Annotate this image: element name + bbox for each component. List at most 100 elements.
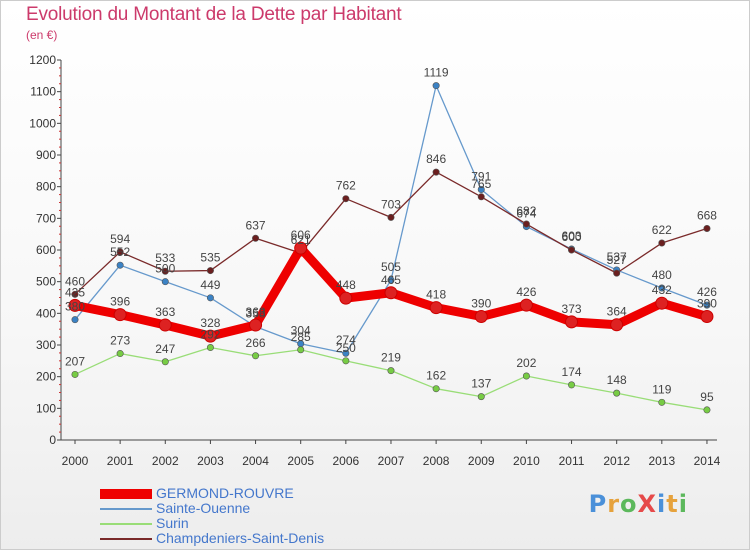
data-point bbox=[384, 286, 398, 300]
y-minor-tick bbox=[59, 99, 61, 101]
y-tick-label: 0 bbox=[49, 433, 56, 447]
data-point bbox=[387, 367, 395, 375]
y-minor-tick bbox=[59, 209, 61, 211]
data-point bbox=[161, 267, 169, 275]
logo-letter: t bbox=[666, 490, 679, 518]
data-point bbox=[161, 358, 169, 366]
y-minor-tick bbox=[59, 320, 61, 322]
x-tick-label: 2008 bbox=[423, 454, 450, 468]
y-minor-tick bbox=[59, 368, 61, 370]
data-label: 703 bbox=[381, 197, 401, 211]
data-label: 396 bbox=[110, 295, 130, 309]
legend-label: Champdeniers-Saint-Denis bbox=[156, 530, 325, 546]
y-minor-tick bbox=[59, 257, 61, 259]
data-point bbox=[519, 298, 533, 312]
data-point bbox=[474, 310, 488, 323]
y-minor-tick bbox=[59, 75, 61, 77]
data-label: 846 bbox=[426, 152, 446, 166]
data-point bbox=[613, 389, 621, 397]
data-label: 119 bbox=[652, 382, 671, 396]
data-label: 622 bbox=[652, 223, 672, 237]
data-label: 600 bbox=[562, 230, 582, 244]
y-minor-tick bbox=[59, 130, 61, 132]
data-point bbox=[387, 213, 395, 221]
y-minor-tick bbox=[59, 233, 61, 235]
data-label: 500 bbox=[155, 262, 175, 276]
data-point bbox=[116, 261, 124, 269]
x-tick-label: 2004 bbox=[242, 454, 269, 468]
data-label: 247 bbox=[155, 342, 175, 356]
x-tick-label: 2000 bbox=[62, 454, 89, 468]
y-minor-tick bbox=[59, 384, 61, 386]
data-point bbox=[252, 352, 260, 360]
data-label: 273 bbox=[110, 334, 130, 348]
y-tick-label: 700 bbox=[36, 211, 56, 225]
data-label: 460 bbox=[65, 274, 85, 288]
y-tick-label: 800 bbox=[36, 180, 56, 194]
data-label: 533 bbox=[155, 251, 175, 265]
x-tick-label: 2011 bbox=[559, 454, 585, 468]
y-minor-tick bbox=[59, 423, 61, 425]
data-point bbox=[703, 406, 711, 414]
y-tick-label: 200 bbox=[36, 370, 56, 384]
data-point bbox=[658, 398, 666, 406]
logo-letter: P bbox=[588, 490, 608, 518]
y-minor-tick bbox=[59, 399, 61, 401]
data-point bbox=[116, 350, 124, 358]
data-point bbox=[477, 393, 485, 401]
data-label: 148 bbox=[607, 373, 627, 387]
x-tick-label: 2014 bbox=[694, 454, 721, 468]
data-label: 137 bbox=[471, 377, 491, 391]
data-label: 390 bbox=[697, 297, 717, 311]
data-label: 358 bbox=[246, 307, 266, 321]
data-point bbox=[68, 298, 82, 312]
data-label: 448 bbox=[336, 278, 356, 292]
data-point bbox=[206, 294, 214, 302]
data-label: 250 bbox=[336, 341, 356, 355]
y-tick-label: 100 bbox=[36, 401, 56, 415]
data-point bbox=[342, 357, 350, 365]
y-minor-tick bbox=[59, 297, 61, 298]
data-point bbox=[432, 168, 440, 176]
data-point bbox=[658, 239, 666, 247]
x-tick-label: 2010 bbox=[513, 454, 540, 468]
y-tick-label: 300 bbox=[36, 338, 56, 352]
data-label: 762 bbox=[336, 179, 356, 193]
data-point bbox=[158, 318, 172, 332]
logo-letter: r bbox=[607, 490, 621, 518]
logo-letter: o bbox=[620, 490, 638, 518]
data-point bbox=[339, 291, 353, 305]
x-tick-label: 2001 bbox=[107, 454, 134, 468]
y-tick-label: 1000 bbox=[29, 116, 56, 130]
data-point bbox=[203, 329, 217, 343]
y-minor-tick bbox=[59, 178, 61, 180]
x-tick-label: 2009 bbox=[468, 454, 495, 468]
y-minor-tick bbox=[59, 170, 61, 172]
logo-letter: i bbox=[657, 490, 667, 518]
x-tick-label: 2007 bbox=[378, 454, 405, 468]
y-minor-tick bbox=[59, 162, 61, 164]
data-point bbox=[387, 276, 395, 284]
y-minor-tick bbox=[59, 360, 61, 362]
data-label: 202 bbox=[516, 356, 536, 370]
data-label: 674 bbox=[516, 207, 536, 221]
data-label: 765 bbox=[471, 177, 491, 191]
y-minor-tick bbox=[59, 431, 61, 433]
x-tick-label: 2013 bbox=[648, 454, 675, 468]
data-point bbox=[703, 301, 711, 309]
x-tick-label: 2006 bbox=[332, 454, 359, 468]
y-minor-tick bbox=[59, 194, 61, 196]
data-label: 425 bbox=[65, 285, 85, 299]
data-point bbox=[432, 82, 440, 90]
y-minor-tick bbox=[59, 352, 61, 354]
data-label: 292 bbox=[200, 328, 220, 342]
y-minor-tick bbox=[59, 392, 61, 393]
data-label: 594 bbox=[110, 232, 130, 246]
data-label: 621 bbox=[291, 233, 311, 247]
data-point bbox=[294, 241, 308, 255]
legend-swatch bbox=[100, 522, 152, 525]
data-label: 363 bbox=[246, 305, 266, 319]
data-point bbox=[522, 220, 530, 228]
chart-title: Evolution du Montant de la Dette par Hab… bbox=[26, 4, 402, 25]
legend-entry: GERMOND-ROUVRE bbox=[100, 486, 324, 501]
